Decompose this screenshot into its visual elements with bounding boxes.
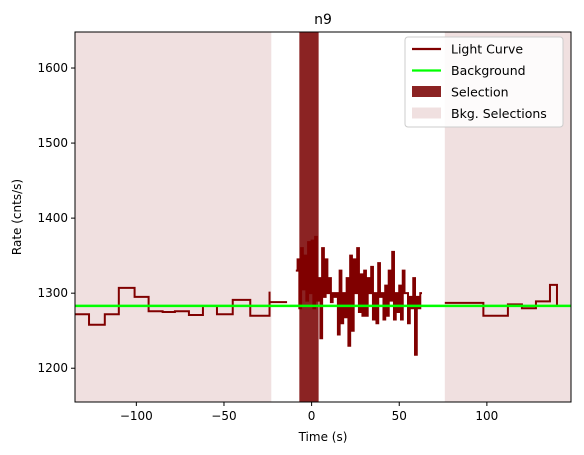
- x-tick-label: −50: [211, 409, 236, 423]
- y-tick-label: 1300: [37, 286, 68, 300]
- y-tick-label: 1400: [37, 211, 68, 225]
- legend-label: Background: [451, 63, 526, 78]
- selection-region: [299, 32, 319, 402]
- legend-patch-swatch: [412, 107, 441, 119]
- legend-patch-swatch: [412, 86, 441, 97]
- legend: Light Curve Background Selection Bkg. Selec…: [404, 36, 564, 128]
- light-curve-left-segment: [75, 286, 271, 326]
- y-axis-ticks: 1200 1300 1400 1500 1600: [37, 61, 75, 375]
- y-axis-label: Rate (cnts/s): [10, 179, 24, 255]
- x-tick-label: −100: [120, 409, 153, 423]
- legend-label: Selection: [451, 85, 509, 100]
- y-tick-label: 1500: [37, 136, 68, 150]
- legend-frame: [404, 36, 564, 128]
- x-tick-label: 50: [392, 409, 407, 423]
- x-axis-label: Time (s): [298, 430, 348, 444]
- legend-label: Bkg. Selections: [451, 106, 547, 121]
- x-tick-label: 100: [475, 409, 498, 423]
- source-selection-region: [299, 32, 319, 402]
- light-curve-center-segment: [295, 235, 423, 356]
- plot-frame: [74, 31, 572, 403]
- x-axis-ticks: −100 −50 0 50 100: [120, 402, 498, 423]
- legend-label: Light Curve: [451, 42, 523, 57]
- y-tick-label: 1600: [37, 61, 68, 75]
- y-tick-label: 1200: [37, 361, 68, 375]
- bkg-selection-region-0: [75, 32, 272, 402]
- x-tick-label: 0: [308, 409, 316, 423]
- chart-title: n9: [314, 12, 332, 28]
